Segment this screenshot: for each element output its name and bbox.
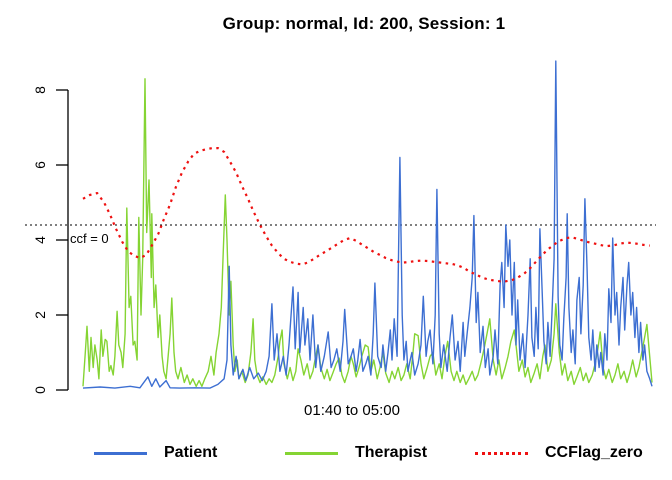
y-tick-label: 6 xyxy=(32,161,48,169)
y-tick-label: 8 xyxy=(32,86,48,94)
legend-item-ccflag-zero: CCFlag_zero xyxy=(475,442,643,464)
y-tick-label: 0 xyxy=(32,386,48,394)
ccflag_zero-series-line xyxy=(82,147,650,283)
legend: Patient Therapist CCFlag_zero xyxy=(0,442,672,464)
legend-item-therapist: Therapist xyxy=(285,442,427,464)
therapist-line-swatch xyxy=(285,451,338,455)
x-axis-label: 01:40 to 05:00 xyxy=(304,402,400,419)
therapist-series-line xyxy=(82,78,653,387)
y-tick-label: 4 xyxy=(32,236,48,244)
ccf-zero-label: ccf = 0 xyxy=(70,231,109,246)
legend-label-therapist: Therapist xyxy=(355,444,428,461)
legend-item-patient: Patient xyxy=(94,442,217,464)
chart-title: Group: normal, Id: 200, Session: 1 xyxy=(222,14,506,33)
patient-series-line xyxy=(82,60,653,389)
ccflag-zero-line-swatch xyxy=(475,451,528,455)
legend-label-patient: Patient xyxy=(164,444,218,461)
y-tick-label: 2 xyxy=(32,311,48,319)
legend-label-ccflag-zero: CCFlag_zero xyxy=(545,444,643,461)
patient-line-swatch xyxy=(94,451,147,455)
